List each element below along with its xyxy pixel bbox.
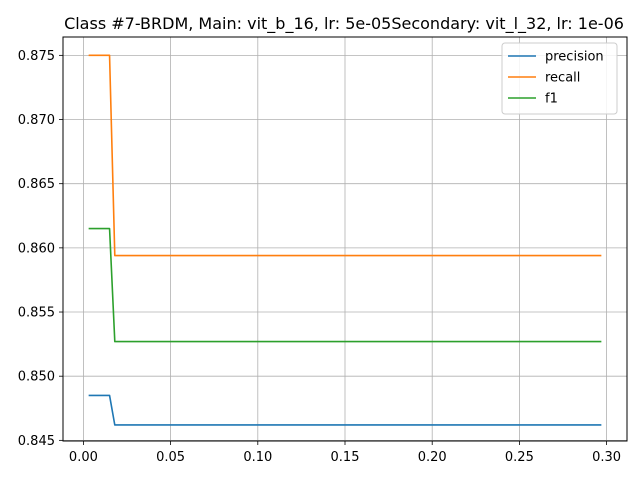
series-line-f1 bbox=[88, 227, 602, 343]
y-axis: 0.845 0.850 0.855 0.860 0.865 0.870 0.875 bbox=[18, 49, 63, 449]
chart-title: Class #7-BRDM, Main: vit_b_16, lr: 5e-05… bbox=[64, 14, 624, 34]
legend-label-recall: recall bbox=[545, 71, 580, 86]
y-tick-label: 0.855 bbox=[18, 306, 55, 321]
y-tick-label: 0.860 bbox=[18, 241, 55, 256]
x-tick-label: 0.30 bbox=[592, 450, 621, 465]
x-axis: 0.00 0.05 0.10 0.15 0.20 0.25 0.30 bbox=[69, 441, 621, 465]
legend-label-precision: precision bbox=[545, 50, 604, 65]
series-line-recall bbox=[88, 54, 602, 257]
x-tick-label: 0.00 bbox=[69, 450, 98, 465]
x-tick-label: 0.25 bbox=[505, 450, 534, 465]
series-line-precision bbox=[88, 394, 602, 426]
legend: precision recall f1 bbox=[501, 42, 618, 115]
x-tick-label: 0.20 bbox=[418, 450, 447, 465]
x-tick-label: 0.05 bbox=[156, 450, 185, 465]
y-tick-label: 0.875 bbox=[18, 49, 55, 64]
series-layer bbox=[88, 54, 602, 426]
legend-label-f1: f1 bbox=[545, 92, 558, 107]
x-tick-label: 0.10 bbox=[243, 450, 272, 465]
y-tick-label: 0.850 bbox=[18, 370, 55, 385]
x-tick-label: 0.15 bbox=[331, 450, 360, 465]
y-tick-label: 0.870 bbox=[18, 113, 55, 128]
y-tick-label: 0.865 bbox=[18, 177, 55, 192]
legend-box bbox=[501, 42, 618, 115]
y-tick-label: 0.845 bbox=[18, 434, 55, 449]
